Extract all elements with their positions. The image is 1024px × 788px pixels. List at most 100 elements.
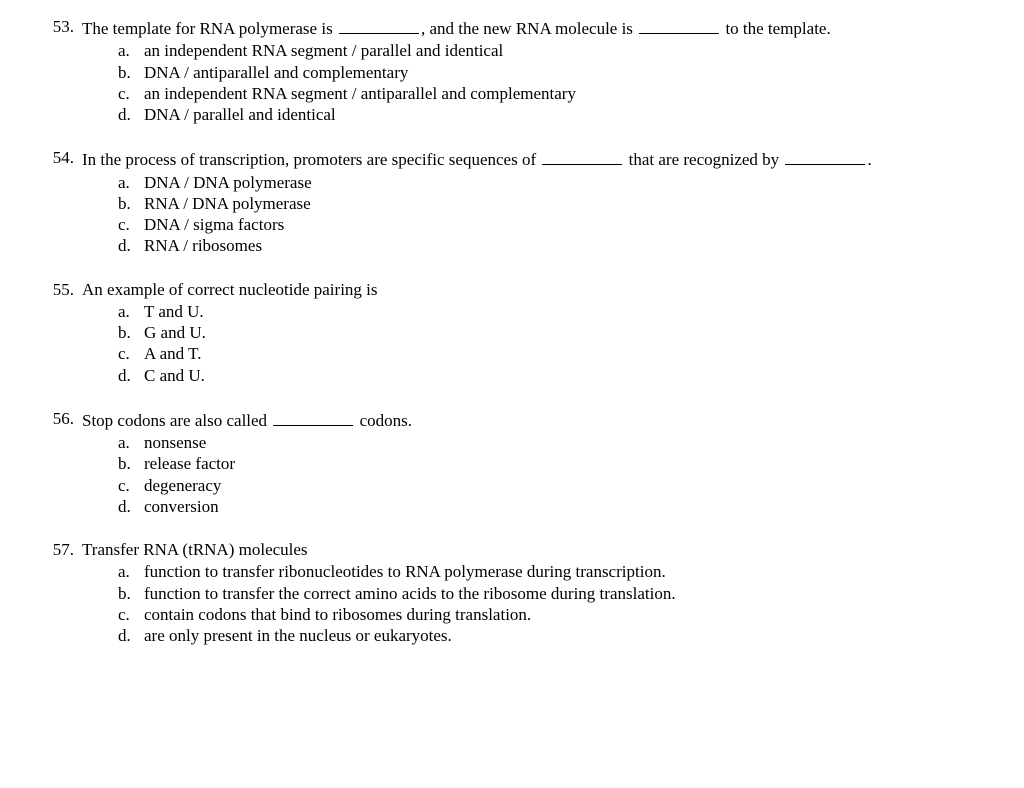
option-row[interactable]: b.G and U. (40, 322, 984, 343)
option-text: are only present in the nucleus or eukar… (144, 625, 984, 646)
option-row[interactable]: c.A and T. (40, 343, 984, 364)
option-letter: d. (118, 496, 144, 517)
stem-text: . (867, 150, 871, 169)
option-row[interactable]: a.an independent RNA segment / parallel … (40, 40, 984, 61)
question-stem: An example of correct nucleotide pairing… (82, 279, 984, 300)
question-number: 53. (40, 16, 82, 37)
options: a.function to transfer ribonucleotides t… (40, 561, 984, 646)
option-letter: d. (118, 365, 144, 386)
question: 55.An example of correct nucleotide pair… (40, 279, 984, 386)
options: a.T and U.b.G and U.c.A and T.d.C and U. (40, 301, 984, 386)
option-letter: c. (118, 343, 144, 364)
option-text: conversion (144, 496, 984, 517)
option-letter: a. (118, 561, 144, 582)
option-row[interactable]: c.degeneracy (40, 475, 984, 496)
option-row[interactable]: a.nonsense (40, 432, 984, 453)
option-text: nonsense (144, 432, 984, 453)
question-row: 53.The template for RNA polymerase is , … (40, 16, 984, 39)
option-text: function to transfer the correct amino a… (144, 583, 984, 604)
option-text: RNA / DNA polymerase (144, 193, 984, 214)
option-row[interactable]: d.conversion (40, 496, 984, 517)
question: 57.Transfer RNA (tRNA) moleculesa.functi… (40, 539, 984, 646)
stem-text: In the process of transcription, promote… (82, 150, 540, 169)
option-text: DNA / antiparallel and complementary (144, 62, 984, 83)
option-letter: b. (118, 62, 144, 83)
stem-text: codons. (355, 411, 412, 430)
option-letter: c. (118, 475, 144, 496)
option-row[interactable]: d.C and U. (40, 365, 984, 386)
question-stem: The template for RNA polymerase is , and… (82, 16, 984, 39)
option-letter: a. (118, 301, 144, 322)
question: 53.The template for RNA polymerase is , … (40, 16, 984, 125)
option-text: an independent RNA segment / parallel an… (144, 40, 984, 61)
blank (273, 408, 353, 426)
stem-text: Transfer RNA (tRNA) molecules (82, 540, 308, 559)
options: a.nonsenseb.release factorc.degeneracyd.… (40, 432, 984, 517)
option-text: degeneracy (144, 475, 984, 496)
question: 56.Stop codons are also called codons.a.… (40, 408, 984, 517)
question-row: 57.Transfer RNA (tRNA) molecules (40, 539, 984, 560)
question-number: 54. (40, 147, 82, 168)
question-number: 57. (40, 539, 82, 560)
option-text: an independent RNA segment / antiparalle… (144, 83, 984, 104)
option-row[interactable]: b.release factor (40, 453, 984, 474)
question-row: 54.In the process of transcription, prom… (40, 147, 984, 170)
stem-text: The template for RNA polymerase is (82, 19, 337, 38)
option-text: DNA / parallel and identical (144, 104, 984, 125)
options: a.DNA / DNA polymeraseb.RNA / DNA polyme… (40, 172, 984, 257)
option-letter: c. (118, 214, 144, 235)
stem-text: to the template. (721, 19, 831, 38)
blank (542, 147, 622, 165)
blank (639, 16, 719, 34)
question-stem: Transfer RNA (tRNA) molecules (82, 539, 984, 560)
question-number: 55. (40, 279, 82, 300)
option-text: release factor (144, 453, 984, 474)
option-text: T and U. (144, 301, 984, 322)
option-row[interactable]: a.DNA / DNA polymerase (40, 172, 984, 193)
blank (339, 16, 419, 34)
stem-text: Stop codons are also called (82, 411, 271, 430)
option-row[interactable]: a.function to transfer ribonucleotides t… (40, 561, 984, 582)
option-text: function to transfer ribonucleotides to … (144, 561, 984, 582)
options: a.an independent RNA segment / parallel … (40, 40, 984, 125)
option-row[interactable]: d.are only present in the nucleus or euk… (40, 625, 984, 646)
option-text: contain codons that bind to ribosomes du… (144, 604, 984, 625)
option-letter: a. (118, 172, 144, 193)
option-letter: b. (118, 322, 144, 343)
option-row[interactable]: d.DNA / parallel and identical (40, 104, 984, 125)
option-row[interactable]: a.T and U. (40, 301, 984, 322)
option-row[interactable]: c.contain codons that bind to ribosomes … (40, 604, 984, 625)
option-letter: a. (118, 40, 144, 61)
option-text: DNA / DNA polymerase (144, 172, 984, 193)
option-text: DNA / sigma factors (144, 214, 984, 235)
option-letter: b. (118, 583, 144, 604)
option-letter: a. (118, 432, 144, 453)
option-text: G and U. (144, 322, 984, 343)
blank (785, 147, 865, 165)
option-letter: d. (118, 235, 144, 256)
option-row[interactable]: b.function to transfer the correct amino… (40, 583, 984, 604)
option-letter: c. (118, 604, 144, 625)
option-row[interactable]: b.DNA / antiparallel and complementary (40, 62, 984, 83)
option-row[interactable]: c.an independent RNA segment / antiparal… (40, 83, 984, 104)
question-number: 56. (40, 408, 82, 429)
quiz-container: 53.The template for RNA polymerase is , … (40, 16, 984, 646)
question-row: 55.An example of correct nucleotide pair… (40, 279, 984, 300)
option-text: A and T. (144, 343, 984, 364)
stem-text: , and the new RNA molecule is (421, 19, 637, 38)
question-stem: Stop codons are also called codons. (82, 408, 984, 431)
option-row[interactable]: c.DNA / sigma factors (40, 214, 984, 235)
option-letter: d. (118, 625, 144, 646)
stem-text: An example of correct nucleotide pairing… (82, 280, 378, 299)
question: 54.In the process of transcription, prom… (40, 147, 984, 256)
option-letter: b. (118, 193, 144, 214)
option-text: RNA / ribosomes (144, 235, 984, 256)
option-row[interactable]: b.RNA / DNA polymerase (40, 193, 984, 214)
option-letter: c. (118, 83, 144, 104)
option-row[interactable]: d.RNA / ribosomes (40, 235, 984, 256)
stem-text: that are recognized by (624, 150, 783, 169)
question-row: 56.Stop codons are also called codons. (40, 408, 984, 431)
option-letter: d. (118, 104, 144, 125)
option-letter: b. (118, 453, 144, 474)
option-text: C and U. (144, 365, 984, 386)
